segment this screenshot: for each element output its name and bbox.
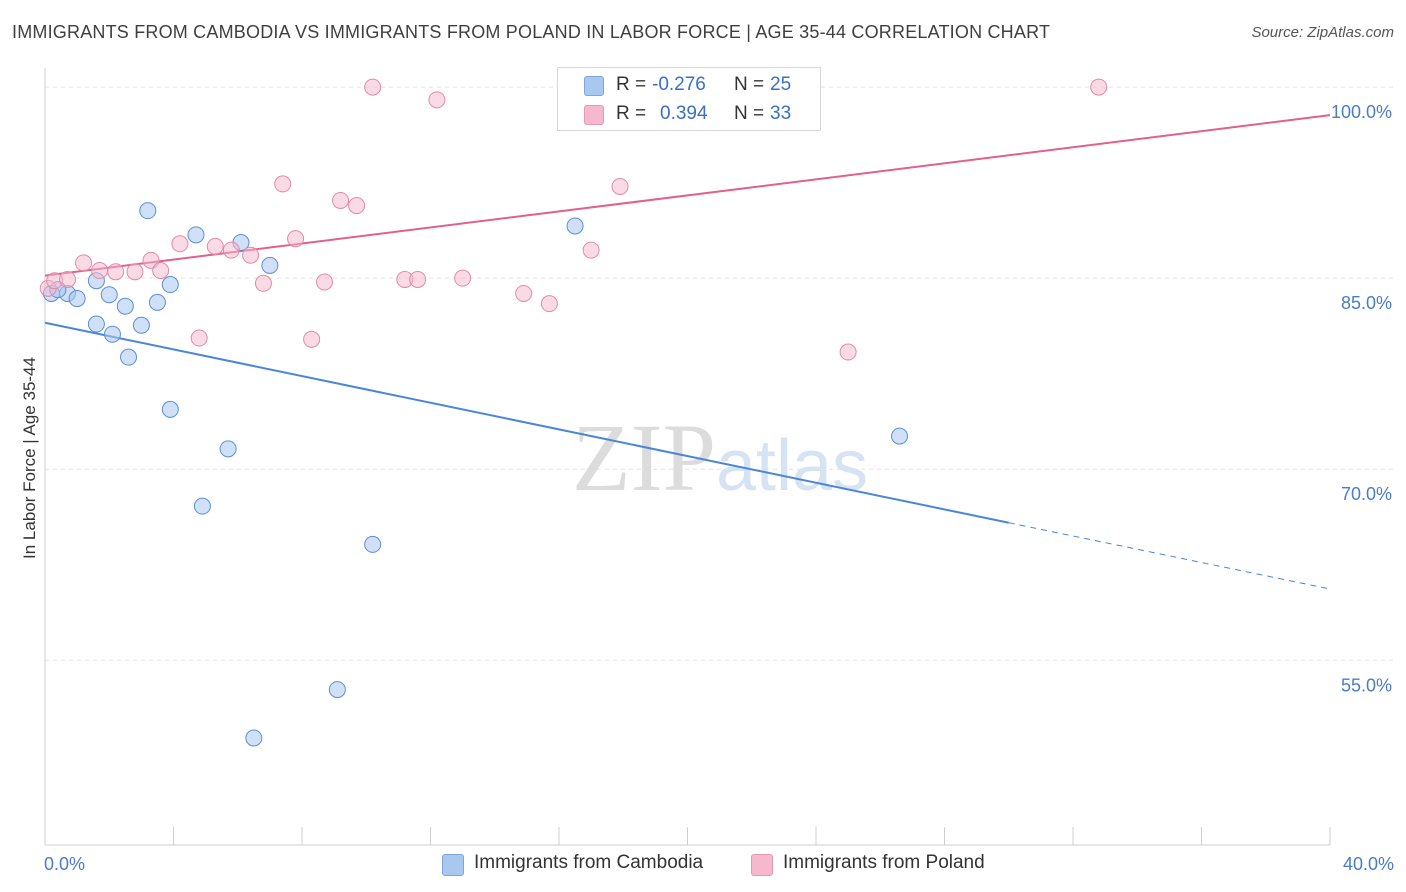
point-poland — [348, 197, 366, 215]
point-poland — [206, 237, 224, 255]
tick-labels: 55.0% 70.0% 85.0% 100.0% 0.0% 40.0% — [44, 102, 1394, 874]
point-poland — [428, 91, 446, 109]
watermark-atlas: atlas — [716, 426, 868, 506]
legend-swatch-poland — [751, 854, 773, 876]
poland-swatch — [584, 105, 604, 125]
point-poland — [287, 230, 305, 248]
trend-lines — [44, 114, 1331, 590]
watermark: ZIPatlas — [572, 404, 868, 511]
n-label: N = — [734, 103, 765, 124]
point-poland — [152, 262, 170, 280]
point-poland — [107, 263, 125, 281]
point-poland — [171, 235, 189, 253]
y-tick-label: 100.0% — [1331, 102, 1392, 122]
point-poland — [582, 241, 600, 259]
stats-legend: R = -0.276 N = 25 R = 0.394 N = 33 — [557, 67, 821, 131]
point-poland — [364, 78, 382, 96]
point-cambodia — [132, 316, 150, 334]
point-poland — [315, 273, 333, 291]
trend-line-cambodia-extension — [1008, 522, 1331, 590]
n-value: 33 — [770, 103, 792, 124]
point-cambodia — [68, 290, 86, 308]
y-axis-label: In Labor Force | Age 35-44 — [20, 357, 39, 559]
point-cambodia — [364, 535, 382, 553]
point-poland — [91, 262, 109, 280]
point-cambodia — [116, 297, 134, 315]
stats-row-cambodia: R = -0.276 N = 25 — [558, 70, 820, 100]
point-cambodia — [161, 400, 179, 418]
point-poland — [254, 274, 272, 292]
point-poland — [126, 263, 144, 281]
data-points — [39, 78, 1108, 747]
point-poland — [190, 329, 208, 347]
point-poland — [611, 177, 629, 195]
series-legend: Immigrants from Cambodia Immigrants from… — [0, 852, 1406, 878]
point-cambodia — [193, 497, 211, 515]
point-poland — [1090, 78, 1108, 96]
point-poland — [303, 330, 321, 348]
r-value: 0.394 — [660, 103, 708, 124]
point-cambodia — [219, 440, 237, 458]
point-poland — [242, 246, 260, 264]
source-credit: Source: ZipAtlas.com — [1251, 24, 1394, 41]
point-poland — [332, 191, 350, 209]
point-cambodia — [161, 276, 179, 294]
point-cambodia — [187, 226, 205, 244]
trend-line-poland — [44, 114, 1331, 277]
chart-title: IMMIGRANTS FROM CAMBODIA VS IMMIGRANTS F… — [12, 22, 1051, 42]
point-cambodia — [261, 256, 279, 274]
legend-label-poland: Immigrants from Poland — [783, 852, 985, 873]
point-cambodia — [245, 729, 263, 747]
point-cambodia — [891, 427, 909, 445]
point-cambodia — [148, 293, 166, 311]
cambodia-swatch — [584, 76, 604, 96]
point-poland — [515, 284, 533, 302]
trend-line-cambodia — [44, 321, 1009, 524]
point-cambodia — [103, 325, 121, 343]
legend-label-cambodia: Immigrants from Cambodia — [474, 852, 704, 873]
point-poland — [839, 343, 857, 361]
r-label: R = — [616, 103, 647, 124]
grid-lines — [45, 86, 1395, 661]
point-poland — [454, 269, 472, 287]
x-tick-label: 0.0% — [44, 854, 85, 874]
point-cambodia — [120, 348, 138, 366]
y-tick-label: 70.0% — [1341, 484, 1392, 504]
point-cambodia — [100, 286, 118, 304]
n-value: 25 — [770, 74, 792, 95]
point-poland — [540, 295, 558, 313]
point-poland — [274, 175, 292, 193]
point-poland — [75, 254, 93, 272]
point-cambodia — [139, 202, 157, 220]
point-cambodia — [566, 217, 584, 235]
point-poland — [58, 270, 76, 288]
y-tick-label: 85.0% — [1341, 293, 1392, 313]
point-cambodia — [328, 681, 346, 699]
point-cambodia — [87, 315, 105, 333]
r-value: -0.276 — [652, 74, 706, 95]
r-label: R = — [616, 74, 647, 95]
point-poland — [222, 241, 240, 259]
n-label: N = — [734, 74, 765, 95]
x-tick-label: 40.0% — [1343, 854, 1394, 874]
legend-swatch-cambodia — [442, 854, 464, 876]
stats-row-poland: R = 0.394 N = 33 — [558, 99, 820, 129]
axes — [44, 68, 1331, 846]
point-poland — [409, 270, 427, 288]
y-tick-label: 55.0% — [1341, 675, 1392, 695]
